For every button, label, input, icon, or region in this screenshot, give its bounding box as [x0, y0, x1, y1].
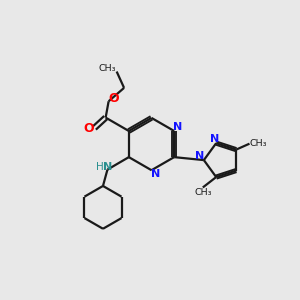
Text: O: O — [109, 92, 119, 105]
Text: N: N — [195, 151, 205, 161]
Text: CH₃: CH₃ — [99, 64, 116, 73]
Text: O: O — [83, 122, 94, 135]
Text: CH₃: CH₃ — [194, 188, 211, 197]
Text: N: N — [103, 162, 113, 172]
Text: N: N — [151, 169, 160, 179]
Text: N: N — [173, 122, 183, 132]
Text: H: H — [95, 162, 103, 172]
Text: N: N — [210, 134, 219, 144]
Text: CH₃: CH₃ — [249, 139, 267, 148]
